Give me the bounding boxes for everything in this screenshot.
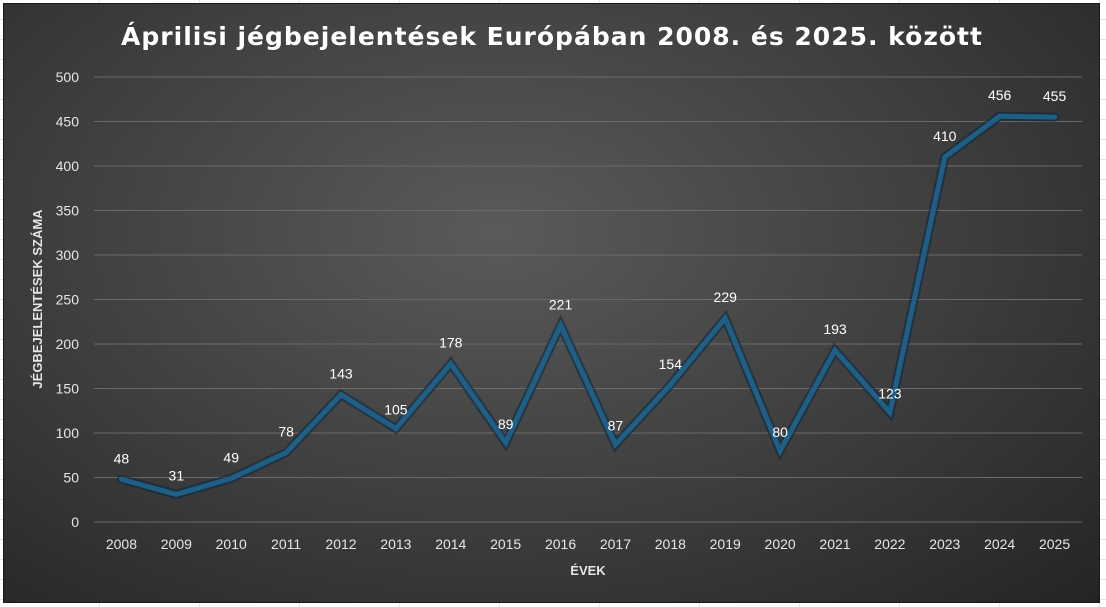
x-axis-ticks: 2008 2009 2010 2011 2012 2013 2014 2015 2016 2017… [106, 536, 1070, 552]
data-label-2020: 80 [772, 424, 788, 440]
data-point-2017 [612, 442, 618, 448]
data-point-2019 [722, 315, 728, 321]
x-tick-label: 2017 [600, 536, 631, 552]
x-tick-label: 2024 [984, 536, 1015, 552]
x-tick-label: 2014 [435, 536, 466, 552]
y-tick-label: 400 [56, 158, 80, 174]
y-tick-label: 450 [56, 114, 80, 130]
x-tick-label: 2016 [545, 536, 576, 552]
x-tick-label: 2008 [106, 536, 137, 552]
data-label-2025: 455 [1043, 88, 1067, 104]
data-label-2024: 456 [988, 87, 1012, 103]
y-tick-label: 0 [71, 514, 79, 530]
data-points [118, 113, 1058, 497]
data-point-2020 [777, 448, 783, 454]
y-axis-ticks: 0 50 100 150 200 250 300 350 400 450 500 [56, 69, 80, 530]
data-point-2024 [997, 113, 1003, 119]
y-tick-label: 500 [56, 69, 80, 85]
data-point-2012 [338, 392, 344, 398]
x-tick-label: 2009 [161, 536, 192, 552]
data-label-2018: 154 [659, 356, 683, 372]
data-point-2013 [393, 426, 399, 432]
y-tick-label: 300 [56, 247, 80, 263]
y-tick-label: 250 [56, 292, 80, 308]
y-tick-label: 350 [56, 203, 80, 219]
data-point-2018 [667, 382, 673, 388]
data-point-2022 [887, 410, 893, 416]
data-point-2008 [118, 476, 124, 482]
x-tick-label: 2010 [216, 536, 247, 552]
data-point-2011 [283, 450, 289, 456]
data-point-2014 [448, 361, 454, 367]
x-tick-label: 2020 [765, 536, 796, 552]
y-tick-label: 100 [56, 425, 80, 441]
data-label-2011: 78 [278, 424, 294, 440]
data-label-2008: 48 [114, 450, 130, 466]
data-point-2023 [942, 154, 948, 160]
x-tick-label: 2023 [929, 536, 960, 552]
y-tick-label: 150 [56, 381, 80, 397]
data-point-2025 [1052, 114, 1058, 120]
data-label-2013: 105 [384, 402, 408, 418]
data-label-2021: 193 [823, 321, 847, 337]
data-point-2016 [558, 322, 564, 328]
data-point-2009 [173, 491, 179, 497]
chart-title: Áprilisi jégbejelentések Európában 2008.… [121, 22, 983, 51]
x-tick-label: 2019 [710, 536, 741, 552]
data-label-2009: 31 [169, 467, 185, 483]
data-labels: 48 31 49 78 143 105 178 89 221 87 154 229 80 193 123 41… [114, 87, 1067, 483]
data-label-2016: 221 [549, 296, 573, 312]
x-tick-label: 2015 [490, 536, 521, 552]
x-tick-label: 2022 [874, 536, 905, 552]
x-tick-label: 2013 [380, 536, 411, 552]
data-label-2014: 178 [439, 335, 463, 351]
data-label-2012: 143 [329, 366, 353, 382]
x-tick-label: 2025 [1039, 536, 1070, 552]
x-tick-label: 2012 [325, 536, 356, 552]
data-label-2010: 49 [223, 449, 239, 465]
data-label-2015: 89 [498, 416, 514, 432]
data-point-2015 [503, 440, 509, 446]
x-tick-label: 2011 [271, 536, 301, 552]
data-label-2019: 229 [714, 289, 738, 305]
x-tick-label: 2021 [819, 536, 850, 552]
series-layer [116, 111, 1060, 500]
data-label-2022: 123 [878, 386, 902, 402]
y-tick-label: 200 [56, 336, 80, 352]
data-label-2023: 410 [933, 128, 957, 144]
data-label-2017: 87 [608, 418, 624, 434]
data-point-2010 [228, 475, 234, 481]
data-point-2021 [832, 347, 838, 353]
x-tick-label: 2018 [655, 536, 686, 552]
x-axis-title: ÉVEK [570, 563, 606, 578]
series-line [118, 113, 1058, 497]
y-axis-title: JÉGBEJELENTÉSEK SZÁMA [30, 209, 45, 389]
y-tick-label: 50 [63, 470, 79, 486]
